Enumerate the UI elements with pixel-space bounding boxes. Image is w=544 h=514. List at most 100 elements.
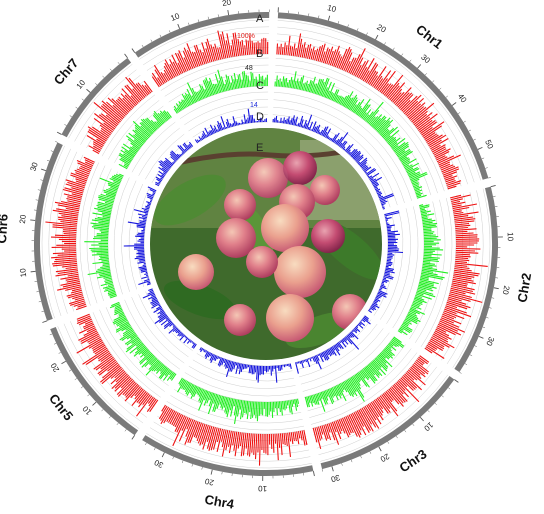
tick-mark bbox=[477, 146, 483, 150]
track-d-chr4 bbox=[199, 347, 292, 383]
chr-label-chr2: Chr2 bbox=[514, 272, 534, 304]
tick-label-chr2-1: 20 bbox=[501, 285, 512, 296]
tick-mark bbox=[131, 48, 136, 53]
tick-label-chr8-0: 10 bbox=[169, 11, 181, 23]
track-d-chr7 bbox=[154, 141, 194, 187]
gridline bbox=[41, 145, 65, 319]
tick-label-chr7-0: 10 bbox=[75, 78, 88, 91]
tick-mark bbox=[375, 34, 379, 40]
gridline bbox=[274, 71, 432, 196]
ideogram-chr7 bbox=[61, 57, 132, 138]
tick-label-chr1-4: 50 bbox=[483, 138, 495, 150]
gridline bbox=[420, 197, 453, 347]
ideogram-chr6 bbox=[34, 142, 63, 321]
gridline bbox=[151, 139, 189, 183]
tick-mark bbox=[459, 371, 462, 374]
tick-mark bbox=[55, 141, 58, 143]
tick-mark bbox=[227, 10, 230, 16]
tick-mark bbox=[469, 354, 473, 357]
gridline bbox=[168, 71, 269, 103]
gridline bbox=[179, 91, 269, 119]
tick-mark bbox=[356, 28, 359, 31]
tick-mark bbox=[42, 320, 48, 323]
tick-label-chr3-2: 30 bbox=[329, 473, 341, 484]
tick-mark bbox=[75, 106, 78, 109]
tick-mark bbox=[491, 297, 495, 299]
gridline bbox=[128, 183, 144, 290]
gridline bbox=[192, 114, 268, 138]
gridline bbox=[174, 389, 302, 417]
tick-mark bbox=[41, 168, 47, 172]
tick-label-chr2-0: 10 bbox=[506, 232, 515, 242]
tick-mark bbox=[201, 467, 203, 470]
tick-mark bbox=[53, 342, 57, 345]
tick-mark bbox=[318, 15, 320, 19]
chromosome-ideogram bbox=[34, 12, 498, 476]
tick-mark bbox=[217, 14, 219, 17]
tick-mark bbox=[210, 469, 213, 475]
ideogram-chr2 bbox=[454, 186, 498, 373]
track-b-chr7 bbox=[86, 76, 153, 154]
tick-mark bbox=[474, 345, 477, 347]
gridline bbox=[68, 64, 133, 139]
gridline bbox=[131, 121, 176, 173]
tick-mark bbox=[350, 459, 353, 463]
chr-label-chr3: Chr3 bbox=[397, 446, 430, 475]
chr-label-chr5: Chr5 bbox=[46, 391, 76, 424]
tick-mark bbox=[409, 59, 412, 62]
gridline bbox=[146, 433, 312, 469]
tick-mark bbox=[457, 112, 461, 115]
tick-mark bbox=[101, 409, 104, 412]
track-b-chr6 bbox=[45, 156, 95, 311]
chr-label-chr1: Chr1 bbox=[413, 22, 446, 52]
gridline bbox=[74, 69, 137, 142]
tick-label-chr3-0: 10 bbox=[422, 420, 435, 433]
gridline bbox=[275, 65, 438, 194]
gridline bbox=[166, 401, 305, 431]
tick-label-chr3-1: 20 bbox=[378, 451, 391, 463]
track-d-chr6 bbox=[123, 186, 157, 286]
tick-mark bbox=[197, 19, 200, 23]
tick-mark bbox=[50, 150, 54, 152]
tick-mark bbox=[68, 369, 72, 372]
tick-mark bbox=[109, 68, 112, 71]
gridline bbox=[124, 299, 181, 370]
gridline bbox=[92, 85, 149, 152]
tick-mark bbox=[86, 88, 91, 93]
track-c-chr2 bbox=[397, 204, 449, 336]
tick-label-chr6-1: 20 bbox=[18, 214, 28, 224]
gridline bbox=[273, 91, 412, 201]
tick-mark bbox=[74, 378, 78, 381]
gridline bbox=[309, 348, 412, 418]
tick-mark bbox=[493, 287, 499, 290]
track-c-chr4 bbox=[177, 377, 300, 424]
gridline bbox=[320, 374, 449, 462]
tick-mark bbox=[131, 435, 136, 440]
gridline bbox=[164, 404, 305, 435]
ideogram-chr8 bbox=[134, 12, 270, 58]
gridline bbox=[310, 352, 418, 425]
gridline bbox=[373, 211, 396, 316]
track-b-chr1 bbox=[276, 33, 462, 190]
chromosome-ticks: 10 20 30 40 50 10 20 30 10 20 30 10 20 30 10 20 10 20 30 10… bbox=[18, 0, 515, 493]
gridline bbox=[101, 94, 156, 157]
track-b-chr3 bbox=[312, 355, 430, 450]
gridline bbox=[138, 294, 189, 358]
tick-mark bbox=[172, 456, 174, 460]
tick-mark bbox=[451, 102, 457, 106]
tick-mark bbox=[424, 73, 427, 76]
tick-mark bbox=[80, 386, 84, 389]
track-d-chr5 bbox=[142, 288, 197, 349]
tick-mark bbox=[327, 15, 331, 21]
gridline bbox=[158, 145, 194, 187]
gridline bbox=[277, 20, 482, 181]
tick-mark bbox=[95, 83, 98, 86]
ideogram-chr4 bbox=[142, 435, 314, 476]
gridline bbox=[145, 291, 193, 351]
gridline bbox=[126, 117, 172, 170]
gridline bbox=[196, 121, 268, 144]
gridline bbox=[89, 313, 159, 401]
gridline bbox=[86, 80, 145, 148]
gridline bbox=[86, 165, 106, 304]
